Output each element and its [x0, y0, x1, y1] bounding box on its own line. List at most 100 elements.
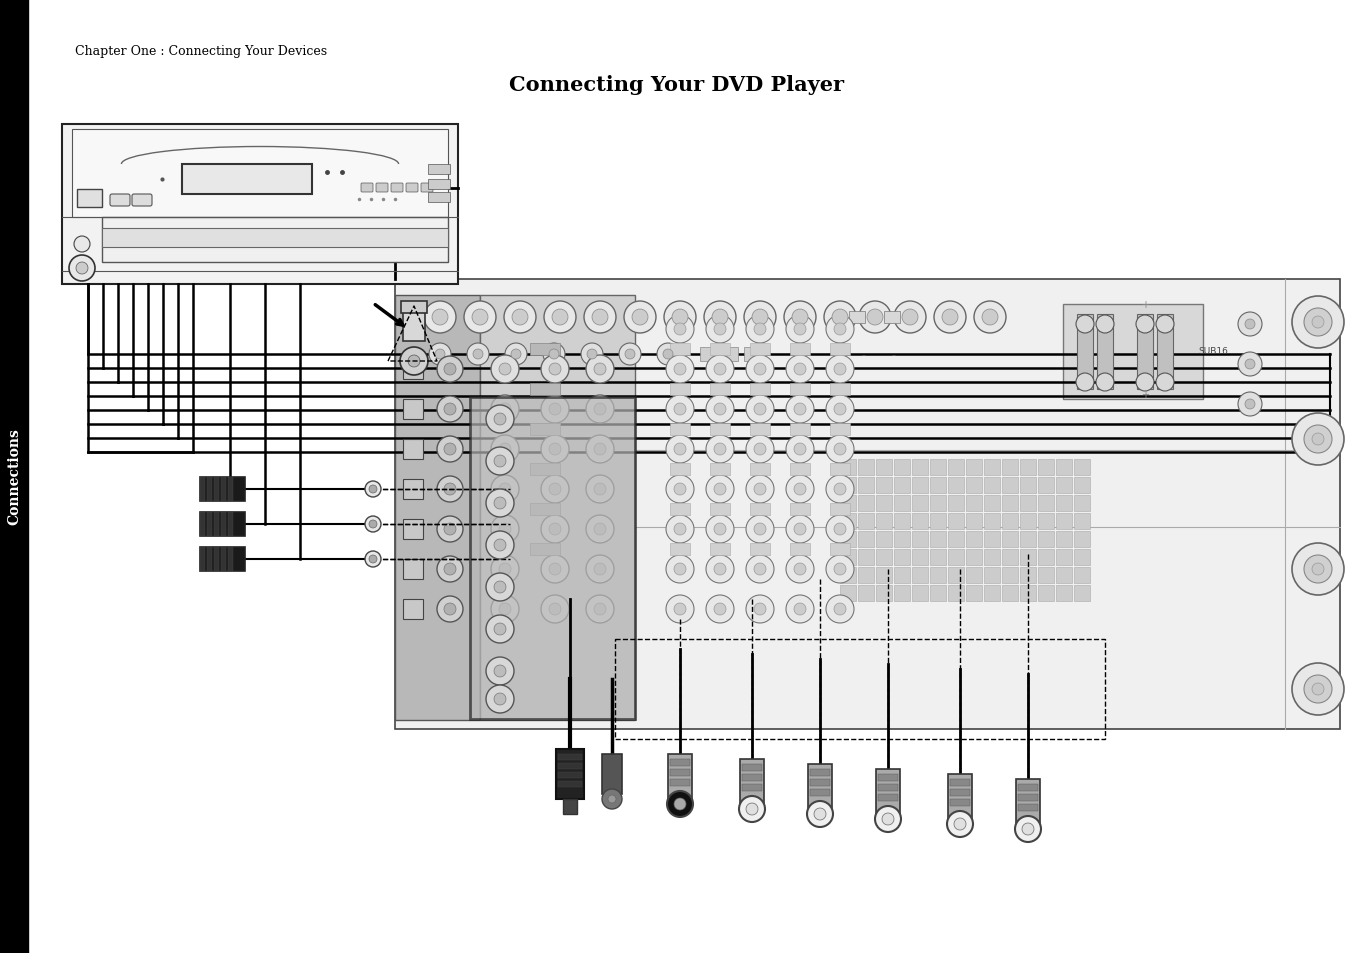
Circle shape: [834, 483, 846, 496]
Circle shape: [754, 603, 766, 616]
Bar: [558, 754, 582, 760]
Circle shape: [592, 310, 608, 326]
Bar: [1074, 585, 1090, 601]
Bar: [790, 344, 811, 355]
Bar: [1020, 459, 1036, 476]
Bar: [840, 585, 857, 601]
Circle shape: [1312, 563, 1324, 576]
Circle shape: [825, 596, 854, 623]
Circle shape: [674, 364, 686, 375]
Circle shape: [746, 476, 774, 503]
Bar: [603, 754, 621, 794]
Bar: [670, 769, 690, 776]
Bar: [1002, 477, 1019, 494]
Circle shape: [444, 523, 457, 536]
Circle shape: [505, 344, 527, 366]
Circle shape: [490, 556, 519, 583]
Bar: [912, 514, 928, 530]
Bar: [912, 477, 928, 494]
Circle shape: [549, 603, 561, 616]
Bar: [790, 423, 811, 436]
Circle shape: [713, 324, 725, 335]
Circle shape: [707, 436, 734, 463]
Bar: [966, 550, 982, 565]
Circle shape: [1238, 353, 1262, 376]
Bar: [912, 496, 928, 512]
Circle shape: [674, 403, 686, 416]
Bar: [711, 344, 730, 355]
Bar: [894, 459, 911, 476]
Circle shape: [76, 263, 88, 274]
Circle shape: [540, 516, 569, 543]
Circle shape: [1304, 309, 1332, 336]
Circle shape: [713, 523, 725, 536]
Bar: [912, 585, 928, 601]
Circle shape: [867, 310, 884, 326]
Circle shape: [549, 523, 561, 536]
Circle shape: [707, 516, 734, 543]
Bar: [711, 503, 730, 516]
Bar: [966, 567, 982, 583]
Circle shape: [825, 516, 854, 543]
Circle shape: [786, 556, 815, 583]
Bar: [830, 344, 850, 355]
Bar: [530, 463, 561, 476]
Circle shape: [713, 603, 725, 616]
Circle shape: [746, 436, 774, 463]
Circle shape: [974, 302, 1006, 334]
Bar: [1038, 567, 1054, 583]
Bar: [750, 543, 770, 556]
Circle shape: [432, 310, 449, 326]
Circle shape: [486, 616, 513, 643]
Circle shape: [786, 516, 815, 543]
Bar: [1002, 532, 1019, 547]
Circle shape: [494, 623, 507, 636]
Bar: [1020, 585, 1036, 601]
Circle shape: [511, 350, 521, 359]
Bar: [984, 459, 1000, 476]
Bar: [929, 459, 946, 476]
Circle shape: [624, 302, 657, 334]
Bar: [894, 496, 911, 512]
Circle shape: [786, 436, 815, 463]
Circle shape: [594, 523, 607, 536]
Bar: [1020, 496, 1036, 512]
Bar: [950, 800, 970, 806]
Bar: [1074, 496, 1090, 512]
Bar: [875, 769, 900, 814]
Bar: [557, 749, 584, 800]
Circle shape: [666, 355, 694, 384]
Circle shape: [494, 497, 507, 510]
Bar: [984, 477, 1000, 494]
Bar: [428, 180, 450, 190]
Bar: [200, 477, 245, 501]
Circle shape: [739, 796, 765, 822]
Circle shape: [666, 556, 694, 583]
Circle shape: [882, 813, 894, 825]
Circle shape: [424, 302, 457, 334]
Bar: [858, 477, 874, 494]
Bar: [966, 459, 982, 476]
Bar: [790, 543, 811, 556]
Circle shape: [825, 476, 854, 503]
Circle shape: [494, 414, 507, 426]
Bar: [563, 800, 577, 814]
Bar: [1016, 780, 1040, 824]
Bar: [966, 477, 982, 494]
Bar: [403, 399, 423, 419]
FancyBboxPatch shape: [132, 194, 153, 207]
Circle shape: [544, 302, 576, 334]
Bar: [912, 459, 928, 476]
Bar: [858, 532, 874, 547]
Circle shape: [436, 517, 463, 542]
Circle shape: [486, 532, 513, 559]
Circle shape: [666, 436, 694, 463]
Circle shape: [540, 556, 569, 583]
Bar: [830, 423, 850, 436]
Circle shape: [540, 436, 569, 463]
Circle shape: [436, 356, 463, 382]
Bar: [1074, 477, 1090, 494]
Bar: [948, 585, 965, 601]
Circle shape: [1304, 676, 1332, 703]
Bar: [711, 423, 730, 436]
